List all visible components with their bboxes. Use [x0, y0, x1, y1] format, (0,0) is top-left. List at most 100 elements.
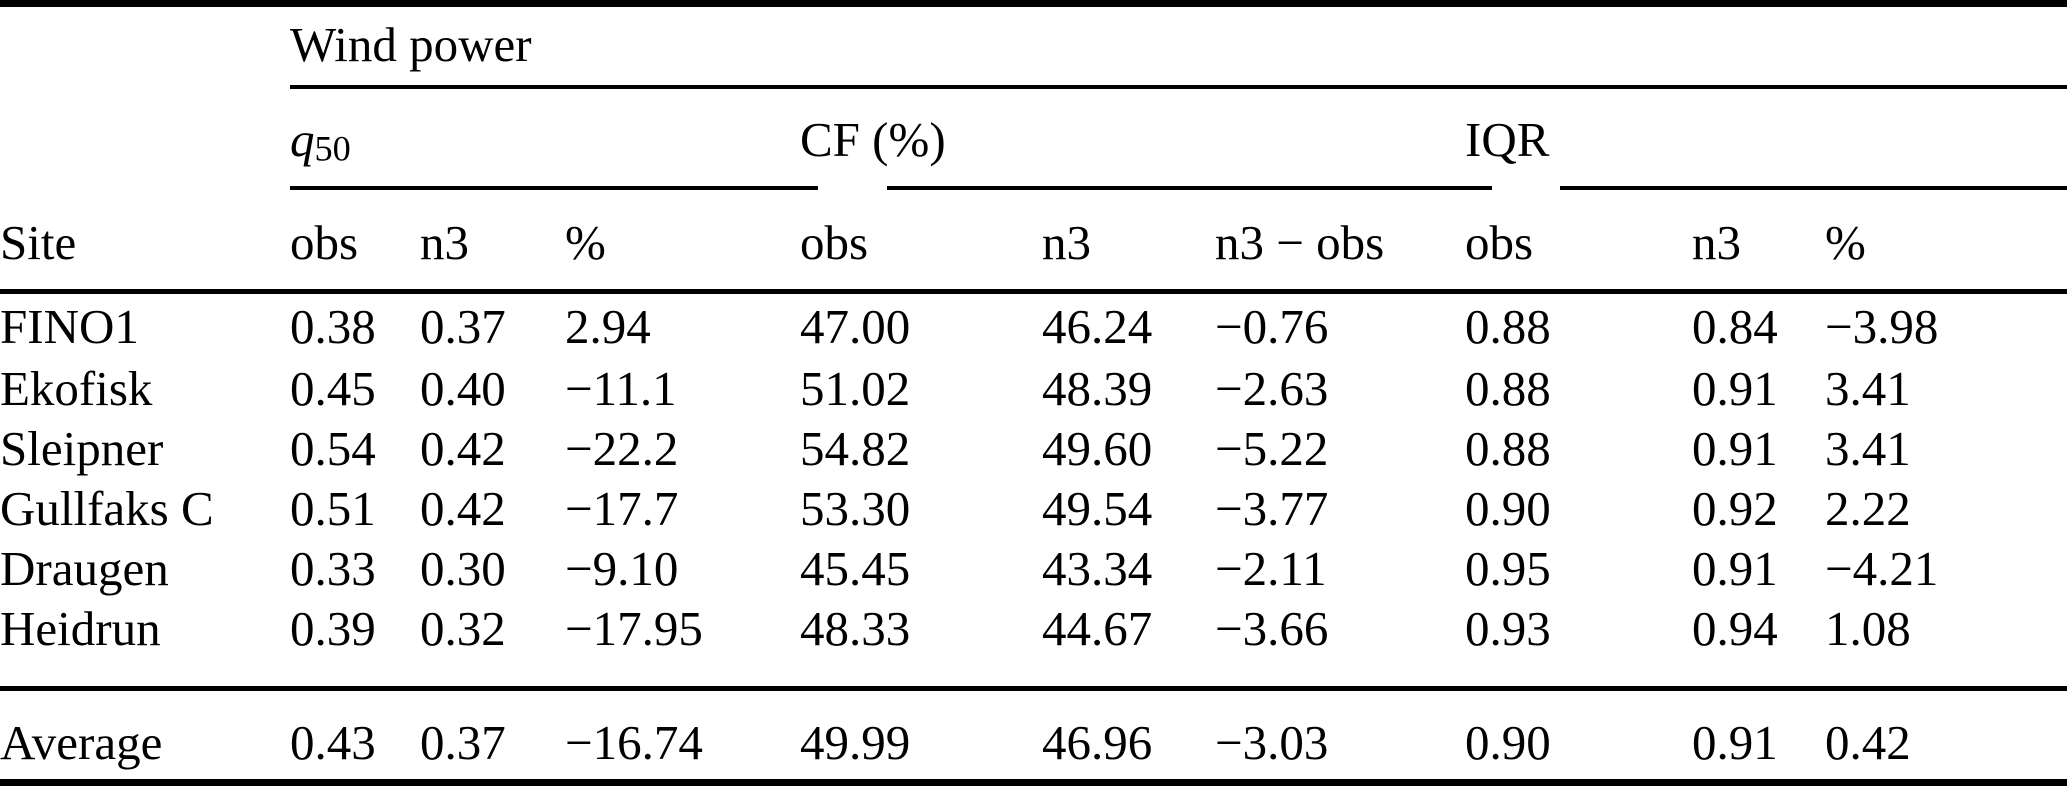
- cell-iqr-obs: 0.88: [1465, 298, 1551, 354]
- col-header-cf-n3-minus-obs: n3 − obs: [1215, 214, 1385, 270]
- q50-subscript: 50: [314, 128, 351, 169]
- col-header-q50-obs: obs: [290, 214, 359, 270]
- wind-power-group-rule: [290, 85, 2067, 89]
- cell-q50-pct: −22.2: [565, 420, 679, 476]
- cell-q50-pct: 2.94: [565, 298, 651, 354]
- table-row: Ekofisk 0.45 0.40 −11.1 51.02 48.39 −2.6…: [0, 358, 2067, 418]
- cell-q50-n3: 0.37: [420, 715, 506, 770]
- cell-iqr-obs: 0.90: [1465, 480, 1551, 536]
- average-separator-rule: [0, 686, 2067, 691]
- q50-group-rule: [290, 186, 818, 190]
- col-header-iqr-n3: n3: [1692, 214, 1741, 270]
- cell-cf-diff: −2.63: [1215, 360, 1329, 416]
- cell-cf-obs: 48.33: [800, 600, 911, 656]
- site-name: Draugen: [0, 540, 169, 596]
- cell-q50-obs: 0.45: [290, 360, 376, 416]
- cell-iqr-pct: 3.41: [1825, 360, 1911, 416]
- group-header-q50: q50: [290, 89, 800, 190]
- span-title-row: Wind power: [0, 0, 2067, 89]
- group-header-row: q50 CF (%) IQR: [0, 89, 2067, 190]
- cell-cf-n3: 49.54: [1042, 480, 1153, 536]
- cell-iqr-pct: −3.98: [1825, 298, 1939, 354]
- col-header-cf-obs: obs: [800, 214, 869, 270]
- cell-cf-diff: −0.76: [1215, 298, 1329, 354]
- group-header-iqr: IQR: [1465, 112, 1550, 167]
- cell-cf-obs: 49.99: [800, 715, 911, 770]
- cell-cf-obs: 53.30: [800, 480, 911, 536]
- cell-iqr-obs: 0.88: [1465, 420, 1551, 476]
- cell-cf-obs: 54.82: [800, 420, 911, 476]
- cell-q50-obs: 0.43: [290, 715, 376, 770]
- group-header-cf: CF (%): [800, 112, 946, 167]
- site-column-header: Site: [0, 214, 77, 270]
- cell-q50-obs: 0.51: [290, 480, 376, 536]
- empty-cell: [0, 89, 290, 190]
- site-name: Ekofisk: [0, 360, 153, 416]
- col-header-iqr-pct: %: [1825, 214, 1866, 270]
- col-header-q50-n3: n3: [420, 214, 469, 270]
- table-row: Gullfaks C 0.51 0.42 −17.7 53.30 49.54 −…: [0, 478, 2067, 538]
- cf-group-rule: [887, 186, 1492, 190]
- site-name: Heidrun: [0, 600, 161, 656]
- cell-q50-pct: −17.7: [565, 480, 679, 536]
- wind-power-header: Wind power: [290, 17, 532, 72]
- q50-symbol: q: [290, 112, 315, 167]
- col-header-cf-n3: n3: [1042, 214, 1091, 270]
- site-name: Sleipner: [0, 420, 164, 476]
- cell-iqr-pct: −4.21: [1825, 540, 1939, 596]
- cell-iqr-obs: 0.95: [1465, 540, 1551, 596]
- cell-iqr-obs: 0.88: [1465, 360, 1551, 416]
- cell-q50-n3: 0.42: [420, 420, 506, 476]
- header-separator-rule: [0, 289, 2067, 294]
- cell-q50-n3: 0.32: [420, 600, 506, 656]
- cell-cf-n3: 46.96: [1042, 715, 1153, 770]
- cell-iqr-n3: 0.91: [1692, 715, 1778, 770]
- cell-cf-n3: 43.34: [1042, 540, 1153, 596]
- table-row: Sleipner 0.54 0.42 −22.2 54.82 49.60 −5.…: [0, 418, 2067, 478]
- cell-iqr-n3: 0.91: [1692, 420, 1778, 476]
- column-header-row: Site obs n3 % obs n3 n3 − obs obs n3 %: [0, 190, 2067, 294]
- spacer-row: [0, 658, 2067, 695]
- cell-cf-n3: 44.67: [1042, 600, 1153, 656]
- cell-q50-pct: −9.10: [565, 540, 679, 596]
- bottom-rule: [0, 779, 2067, 786]
- cell-q50-obs: 0.33: [290, 540, 376, 596]
- cell-q50-n3: 0.40: [420, 360, 506, 416]
- table-row: FINO1 0.38 0.37 2.94 47.00 46.24 −0.76 0…: [0, 294, 2067, 358]
- cell-cf-obs: 51.02: [800, 360, 911, 416]
- cell-cf-diff: −3.77: [1215, 480, 1329, 536]
- table-row: Draugen 0.33 0.30 −9.10 45.45 43.34 −2.1…: [0, 538, 2067, 598]
- cell-iqr-n3: 0.92: [1692, 480, 1778, 536]
- cell-iqr-pct: 2.22: [1825, 480, 1911, 536]
- cell-q50-pct: −17.95: [565, 600, 703, 656]
- table-row: Heidrun 0.39 0.32 −17.95 48.33 44.67 −3.…: [0, 598, 2067, 658]
- cell-cf-diff: −2.11: [1215, 540, 1327, 596]
- site-name: Gullfaks C: [0, 480, 214, 536]
- cell-q50-obs: 0.38: [290, 298, 376, 354]
- cell-cf-diff: −3.03: [1215, 715, 1329, 770]
- cell-iqr-n3: 0.84: [1692, 298, 1778, 354]
- cell-cf-diff: −3.66: [1215, 600, 1329, 656]
- cell-cf-diff: −5.22: [1215, 420, 1329, 476]
- cell-q50-n3: 0.37: [420, 298, 506, 354]
- cell-q50-n3: 0.30: [420, 540, 506, 596]
- cell-iqr-pct: 0.42: [1825, 715, 1911, 770]
- cell-cf-n3: 49.60: [1042, 420, 1153, 476]
- empty-corner: [0, 0, 290, 89]
- col-header-iqr-obs: obs: [1465, 214, 1534, 270]
- cell-iqr-pct: 3.41: [1825, 420, 1911, 476]
- cell-q50-n3: 0.42: [420, 480, 506, 536]
- cell-q50-obs: 0.54: [290, 420, 376, 476]
- col-header-q50-pct: %: [565, 214, 606, 270]
- cell-iqr-obs: 0.90: [1465, 715, 1551, 770]
- average-label: Average: [0, 715, 163, 770]
- cell-iqr-obs: 0.93: [1465, 600, 1551, 656]
- cell-cf-obs: 47.00: [800, 298, 911, 354]
- site-name: FINO1: [0, 298, 139, 354]
- cell-q50-pct: −11.1: [565, 360, 677, 416]
- cell-cf-obs: 45.45: [800, 540, 911, 596]
- cell-iqr-n3: 0.94: [1692, 600, 1778, 656]
- cell-q50-obs: 0.39: [290, 600, 376, 656]
